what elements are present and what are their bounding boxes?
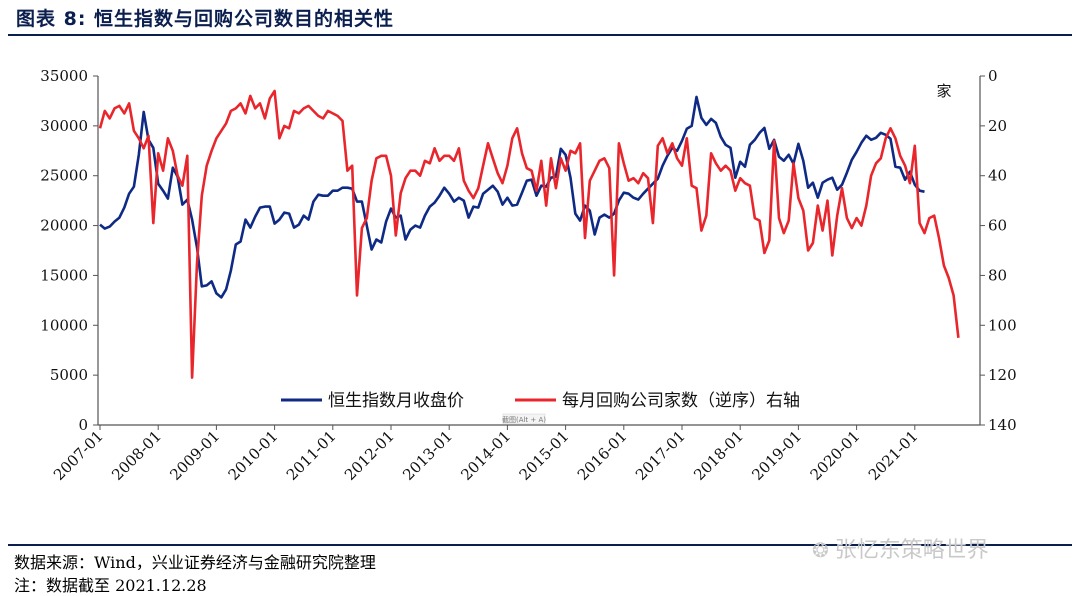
watermark: ❂ 张忆东策略世界 [812,532,989,564]
wechat-icon: ❂ [812,538,829,562]
left-tick-label: 20000 [40,217,88,235]
right-tick-label: 100 [988,316,1017,334]
right-tick-label: 80 [988,266,1007,284]
screenshot-overlay-label: 截图(Alt + A) [502,415,546,424]
right-axis-unit: 家 [936,82,951,100]
dual-axis-line-chart: 0 5000 10000 15000 20000 25000 30000 35000 0 20 40… [40,67,1017,484]
x-tick-label: 2010-01 [225,427,282,484]
hsi-series-line [99,95,925,299]
page-title: 图表 8: 恒生指数与回购公司数目的相关性 [16,8,395,30]
data-source: 数据来源：Wind，兴业证券经济与金融研究院整理 [14,553,376,572]
x-tick-label: 2009-01 [166,427,223,484]
title-divider [8,34,1072,36]
right-tick-label: 20 [988,117,1007,135]
x-tick-label: 2016-01 [574,427,631,484]
right-tick-label: 60 [988,217,1007,235]
screenshot-overlay-box [502,413,546,425]
left-tick-label: 5000 [50,366,88,384]
x-tick-label: 2007-01 [50,427,107,484]
left-tick-label: 10000 [40,316,88,334]
watermark-text: 张忆东策略世界 [834,538,989,563]
left-tick-label: 15000 [40,266,88,284]
legend-label-hsi: 恒生指数月收盘价 [328,391,464,411]
buyback-series-line [98,89,960,379]
right-tick-label: 120 [988,366,1017,384]
x-tick-label: 2012-01 [341,427,398,484]
footer-divider [8,544,1072,546]
data-note: 注：数据截至 2021.12.28 [14,576,207,595]
x-tick-label: 2013-01 [399,427,456,484]
x-tick-label: 2014-01 [457,427,514,484]
right-tick-label: 0 [988,67,998,85]
x-tick-label: 2008-01 [108,427,165,484]
x-tick-label: 2011-01 [283,427,340,484]
left-tick-label: 35000 [40,67,88,85]
x-tick-label: 2015-01 [516,427,573,484]
legend-label-buyback: 每月回购公司家数（逆序）右轴 [562,391,800,411]
right-tick-label: 140 [988,416,1017,434]
left-tick-label: 30000 [40,117,88,135]
x-tick-label: 2020-01 [807,427,864,484]
left-tick-label: 25000 [40,167,88,185]
left-tick-label: 0 [78,416,88,434]
right-tick-label: 40 [988,167,1007,185]
x-tick-label: 2019-01 [748,427,805,484]
x-tick-label: 2018-01 [690,427,747,484]
x-tick-label: 2017-01 [632,427,689,484]
x-tick-label: 2021-01 [865,427,922,484]
